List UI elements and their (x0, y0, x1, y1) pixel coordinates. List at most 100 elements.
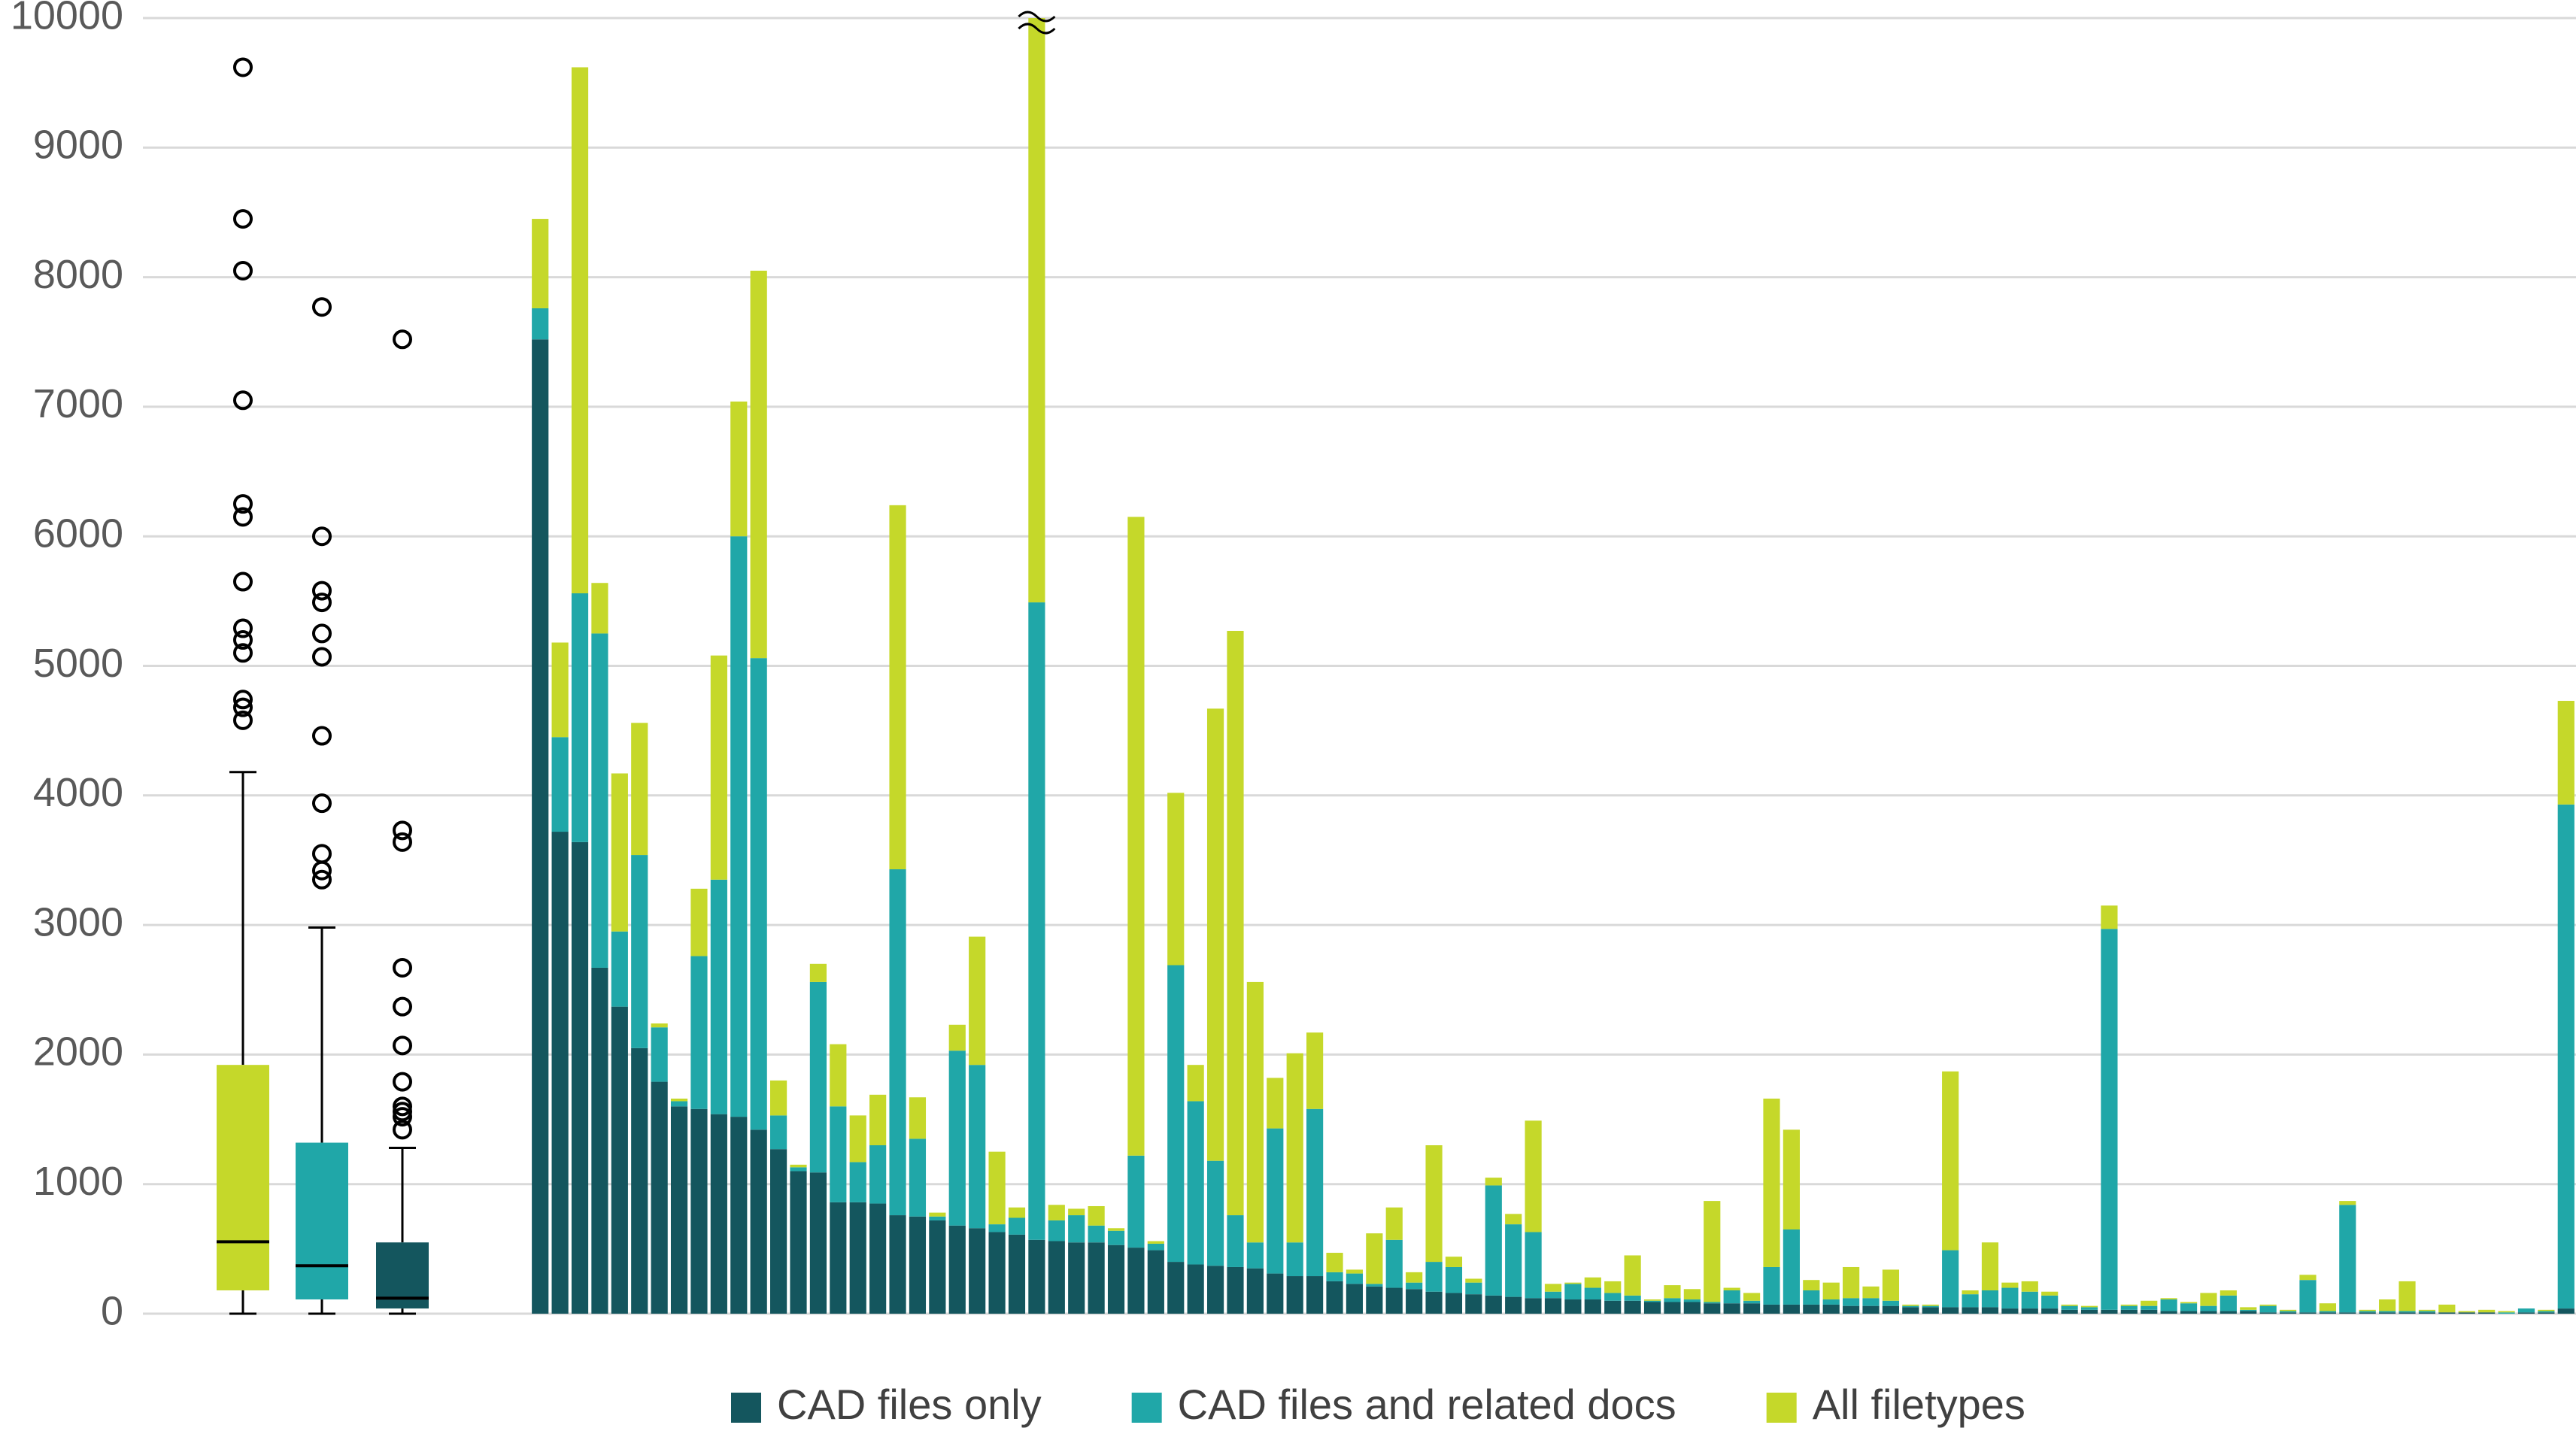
bar-segment (1604, 1281, 1622, 1293)
bar-segment (2538, 1311, 2555, 1313)
bar-segment (1068, 1215, 1085, 1243)
bar-segment (1366, 1284, 1383, 1287)
bar-segment (1843, 1266, 1860, 1299)
bar-segment (690, 888, 708, 957)
bar-segment (2279, 1311, 2297, 1313)
bar-segment (2120, 1309, 2138, 1314)
bar-segment (1326, 1272, 1343, 1281)
bar-segment (1683, 1299, 1701, 1302)
bar-segment (1246, 1242, 1264, 1269)
bar-segment (1346, 1269, 1364, 1274)
bar-segment (1246, 1268, 1264, 1314)
bar-segment (2379, 1299, 2396, 1311)
bar-segment (1445, 1293, 1463, 1314)
bar-segment (1962, 1294, 1979, 1308)
outlier (312, 297, 332, 317)
bar-segment (551, 832, 569, 1314)
bar-segment (2061, 1304, 2078, 1306)
bar-segment (1227, 1215, 1244, 1267)
bar-segment (1783, 1229, 1800, 1305)
bar-segment (1187, 1264, 1204, 1314)
bar-segment (1187, 1101, 1204, 1265)
legend-label: CAD files and related docs (1178, 1381, 1676, 1428)
bar-segment (1822, 1282, 1840, 1300)
box (217, 1065, 269, 1290)
bar-segment (1147, 1250, 1164, 1314)
bar-segment (2160, 1298, 2177, 1300)
bar-segment (2438, 1304, 2456, 1313)
bar-segment (532, 219, 549, 308)
bar-segment (2359, 1312, 2376, 1314)
bar-segment (1445, 1257, 1463, 1267)
bar-segment (1048, 1241, 1065, 1314)
outlier (393, 1035, 412, 1056)
bar-segment (2080, 1307, 2098, 1310)
bar-segment (2399, 1311, 2416, 1313)
bar-segment (790, 1171, 807, 1314)
bar-segment (849, 1202, 866, 1314)
bar-segment (1385, 1207, 1403, 1240)
bar-segment (889, 869, 906, 1216)
bar-segment (2041, 1291, 2059, 1296)
outlier (393, 329, 412, 350)
bar-segment (2339, 1205, 2356, 1313)
bar-segment (1902, 1307, 1919, 1314)
bar-segment (1544, 1284, 1562, 1292)
bar-segment (830, 1202, 847, 1314)
bar-segment (2200, 1305, 2217, 1311)
bar-segment (1763, 1304, 1780, 1314)
bar-segment (948, 1225, 966, 1314)
bar-segment (2379, 1312, 2396, 1314)
bar-segment (2080, 1309, 2098, 1314)
bar-segment (1227, 1266, 1244, 1314)
bar-segment (750, 658, 767, 1130)
bar-segment (2219, 1295, 2237, 1311)
bar-segment (969, 1065, 986, 1229)
bar-segment (770, 1080, 787, 1116)
bar-segment (1525, 1298, 1542, 1314)
bar-segment (710, 879, 727, 1114)
bar-segment (1942, 1071, 1959, 1251)
bar-segment (651, 1081, 668, 1314)
bar-segment (2299, 1280, 2317, 1313)
bar-segment (631, 1047, 648, 1314)
bar-segment (1882, 1269, 1900, 1301)
bar-segment (1286, 1242, 1303, 1277)
bar-segment (1088, 1205, 1105, 1226)
bar-segment (1942, 1307, 1959, 1314)
bar-segment (591, 633, 608, 968)
bar-segment (1107, 1228, 1125, 1231)
bar-segment (1564, 1282, 1582, 1284)
outlier (312, 593, 332, 613)
bar-segment (1664, 1285, 1681, 1299)
bar-segment (1664, 1298, 1681, 1302)
bar-segment (2141, 1300, 2158, 1306)
bar-segment (1564, 1284, 1582, 1300)
bar-segment (1147, 1243, 1164, 1251)
y-tick-label: 2000 (33, 1029, 123, 1075)
bar-segment (1485, 1295, 1502, 1314)
outlier (233, 690, 253, 710)
bar-segment (809, 963, 827, 982)
bar-segment (2061, 1305, 2078, 1310)
bar-segment (1704, 1201, 1721, 1302)
bar-segment (969, 936, 986, 1066)
bar-segment (1068, 1242, 1085, 1314)
outlier (312, 623, 332, 644)
bar-segment (988, 1224, 1006, 1232)
bar-segment (532, 339, 549, 1314)
outlier (233, 571, 253, 592)
bar-segment (571, 67, 589, 594)
bar-segment (849, 1115, 866, 1163)
outlier (233, 630, 253, 650)
bar-segment (1643, 1299, 1661, 1301)
bar-segment (750, 1129, 767, 1314)
bar-segment (591, 967, 608, 1314)
y-tick-label: 1000 (33, 1159, 123, 1204)
outlier (233, 390, 253, 411)
bar-segment (2319, 1311, 2336, 1313)
bar-segment (1346, 1284, 1364, 1314)
bar-segment (1584, 1277, 1601, 1288)
bar-segment (1981, 1290, 1999, 1308)
bar-segment (1922, 1307, 1939, 1314)
